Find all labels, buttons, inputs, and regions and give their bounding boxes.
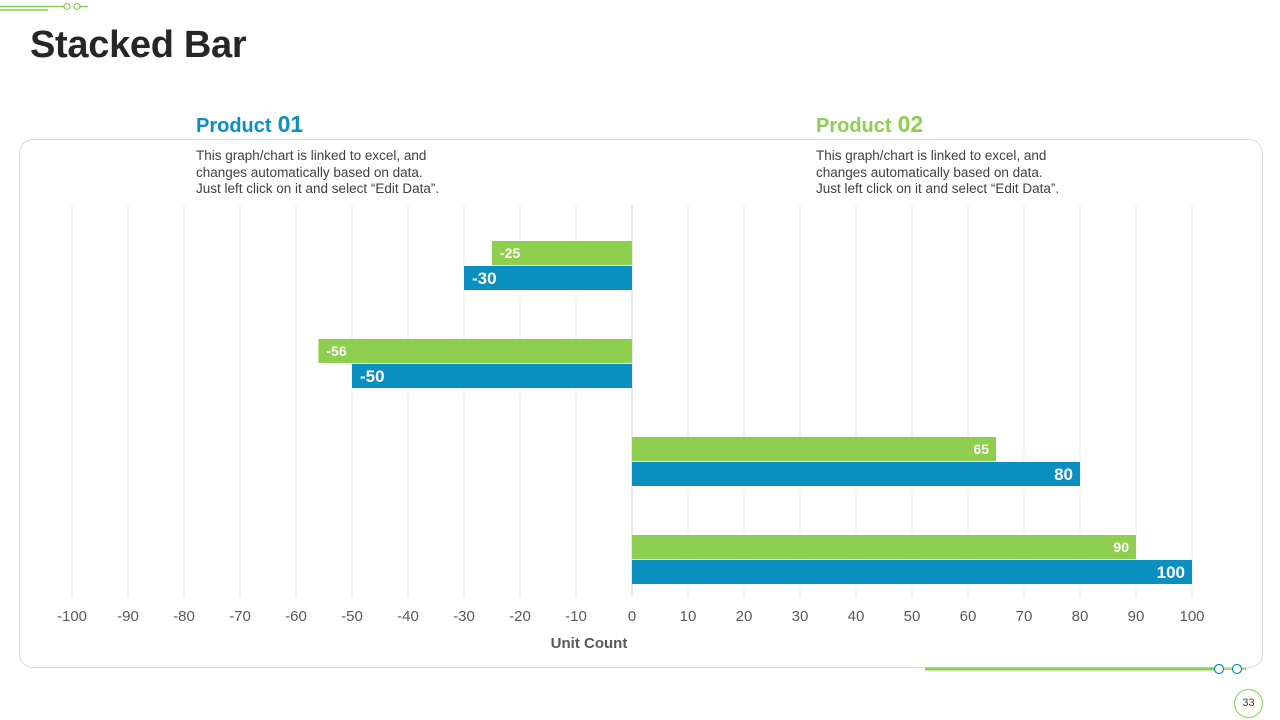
data-label: -56 (326, 343, 346, 359)
bar-product2 (318, 339, 632, 363)
page-number: 33 (1234, 689, 1263, 718)
data-label: 80 (1054, 465, 1073, 484)
product1-legend-title: Product 01 (196, 111, 310, 138)
bar-product2 (632, 437, 996, 461)
product2-desc-line: This graph/chart is linked to excel, and (816, 148, 1047, 163)
x-tick-label: 50 (904, 608, 921, 625)
x-tick-label: -50 (341, 608, 363, 625)
x-tick-label: -40 (397, 608, 419, 625)
product2-description: This graph/chart is linked to excel, and… (816, 148, 1116, 198)
product1-description: This graph/chart is linked to excel, and… (196, 148, 496, 198)
bar-product1 (464, 266, 632, 290)
product2-legend-title: Product 02 (816, 111, 930, 138)
x-tick-label: -30 (453, 608, 475, 625)
product1-desc-line: changes automatically based on data. (196, 164, 423, 180)
bar-product1 (352, 364, 632, 388)
product2-desc-line: Just left click on it and select “Edit D… (816, 181, 1060, 196)
product1-desc-line: Just left click on it and select “Edit D… (196, 181, 440, 196)
x-tick-label: 30 (792, 608, 809, 625)
x-tick-label: -10 (565, 608, 587, 625)
x-tick-label: 80 (1072, 608, 1089, 625)
product1-desc-line: This graph/chart is linked to excel, and (196, 148, 427, 163)
data-label: -50 (360, 367, 385, 386)
bar-product1 (632, 560, 1192, 584)
x-tick-label: 0 (628, 608, 636, 625)
product2-desc-line: changes automatically based on data. (816, 164, 1043, 180)
bottom-decoration (925, 663, 1246, 675)
x-tick-label: 40 (848, 608, 865, 625)
product2-name: Product (816, 115, 892, 137)
x-tick-label: -80 (173, 608, 195, 625)
x-tick-label: -20 (509, 608, 531, 625)
slide-title: Stacked Bar (30, 24, 247, 66)
x-tick-label: 100 (1179, 608, 1204, 625)
top-decoration (0, 2, 88, 11)
product2-number: 02 (897, 111, 924, 137)
x-axis-label: Unit Count (551, 635, 628, 652)
data-label: 90 (1113, 539, 1129, 555)
x-tick-label: 10 (680, 608, 697, 625)
data-label: -30 (472, 269, 497, 288)
x-tick-label: 90 (1128, 608, 1145, 625)
product1-number: 01 (277, 111, 304, 137)
data-label: -25 (500, 245, 520, 261)
product1-name: Product (196, 115, 272, 137)
x-tick-label: 60 (960, 608, 977, 625)
x-tick-label: 70 (1016, 608, 1033, 625)
x-tick-label: -70 (229, 608, 251, 625)
x-tick-label: -100 (57, 608, 87, 625)
data-label: 65 (973, 441, 989, 457)
bar-product1 (632, 462, 1080, 486)
data-label: 100 (1157, 563, 1185, 582)
x-tick-label: -90 (117, 608, 139, 625)
x-tick-label: 20 (736, 608, 753, 625)
x-tick-label: -60 (285, 608, 307, 625)
bar-product2 (632, 535, 1136, 559)
bar-product2 (492, 241, 632, 265)
